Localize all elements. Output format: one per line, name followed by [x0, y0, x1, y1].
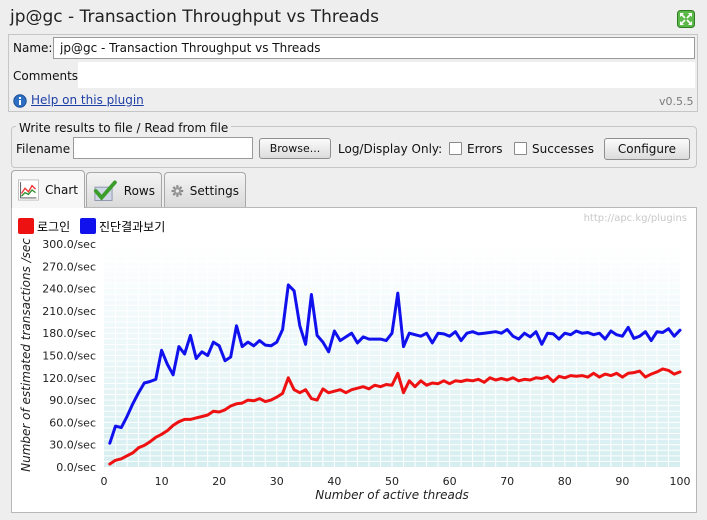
help-link[interactable]: Help on this plugin: [31, 93, 144, 107]
window-title: jp@gc - Transaction Throughput vs Thread…: [10, 7, 380, 27]
y-tick-label: 270.0/sec: [42, 260, 96, 273]
y-tick-label: 0.0/sec: [56, 461, 96, 474]
legend-swatch-red: [18, 218, 34, 234]
x-axis-label: Number of active threads: [315, 488, 469, 502]
filename-input[interactable]: [73, 137, 253, 159]
line-chart-icon: [18, 178, 40, 201]
info-icon: [13, 94, 27, 108]
y-tick-label: 120.0/sec: [42, 372, 96, 385]
comments-input[interactable]: [78, 62, 695, 88]
x-tick-label: 10: [155, 475, 169, 488]
chart-series: [108, 283, 682, 466]
y-tick-label: 60.0/sec: [49, 416, 96, 429]
x-tick-label: 20: [212, 475, 226, 488]
y-tick-label: 150.0/sec: [42, 350, 96, 363]
successes-checkbox[interactable]: [514, 142, 527, 155]
expand-icon[interactable]: [677, 10, 695, 28]
y-tick-label: 180.0/sec: [42, 327, 96, 340]
throughput-chart: 로그인 진단결과보기 http://apc.kg/plugins 0.0/sec…: [18, 213, 691, 502]
x-axis-ticks: 0 10 20 30 40 50 60 70 80 90 100: [101, 475, 691, 488]
browse-button[interactable]: Browse...: [259, 138, 331, 159]
legend-label-login: 로그인: [37, 220, 70, 234]
x-tick-label: 0: [101, 475, 108, 488]
y-tick-label: 210.0/sec: [42, 305, 96, 318]
tab-settings[interactable]: Settings: [164, 172, 246, 208]
y-tick-label: 240.0/sec: [42, 283, 96, 296]
log-display-label: Log/Display Only:: [338, 142, 443, 156]
x-tick-label: 80: [558, 475, 572, 488]
gear-icon: [171, 184, 184, 197]
configure-button[interactable]: Configure: [604, 138, 690, 160]
name-label: Name:: [13, 41, 53, 55]
name-input[interactable]: [53, 37, 695, 59]
comments-label: Comments:: [13, 69, 83, 83]
legend-label-diagnosis: 진단결과보기: [99, 220, 165, 234]
x-tick-label: 30: [270, 475, 284, 488]
chart-grid: [104, 244, 680, 467]
tab-rows-label: Rows: [123, 183, 155, 198]
x-tick-label: 50: [385, 475, 399, 488]
chart-legend: 로그인 진단결과보기: [18, 218, 165, 234]
tab-chart-label: Chart: [45, 182, 78, 197]
y-tick-label: 30.0/sec: [49, 439, 96, 452]
x-tick-label: 100: [670, 475, 691, 488]
chart-watermark: http://apc.kg/plugins: [584, 213, 687, 224]
tab-settings-label: Settings: [189, 183, 239, 198]
y-axis-ticks: 0.0/sec 30.0/sec 60.0/sec 90.0/sec 120.0/sec…: [42, 238, 96, 474]
tab-chart[interactable]: Chart: [11, 170, 85, 208]
successes-label: Successes: [532, 142, 594, 156]
y-tick-label: 300.0/sec: [42, 238, 96, 251]
series-line-diagnosis: [108, 283, 682, 445]
x-tick-label: 90: [615, 475, 629, 488]
filename-label: Filename: [16, 142, 71, 156]
legend-swatch-blue: [80, 218, 96, 234]
y-tick-label: 90.0/sec: [49, 394, 96, 407]
checkmark-icon: [93, 180, 117, 201]
x-tick-label: 70: [500, 475, 514, 488]
tab-rows[interactable]: Rows: [86, 172, 162, 208]
errors-label: Errors: [467, 142, 503, 156]
x-tick-label: 60: [443, 475, 457, 488]
x-tick-label: 40: [327, 475, 341, 488]
series-line-login: [108, 367, 682, 466]
y-axis-label: Number of estimated transactions /sec: [19, 238, 33, 472]
errors-checkbox[interactable]: [449, 142, 462, 155]
file-panel: [11, 126, 697, 168]
file-panel-title: Write results to file / Read from file: [16, 121, 232, 135]
version-label: v0.5.5: [659, 95, 694, 108]
